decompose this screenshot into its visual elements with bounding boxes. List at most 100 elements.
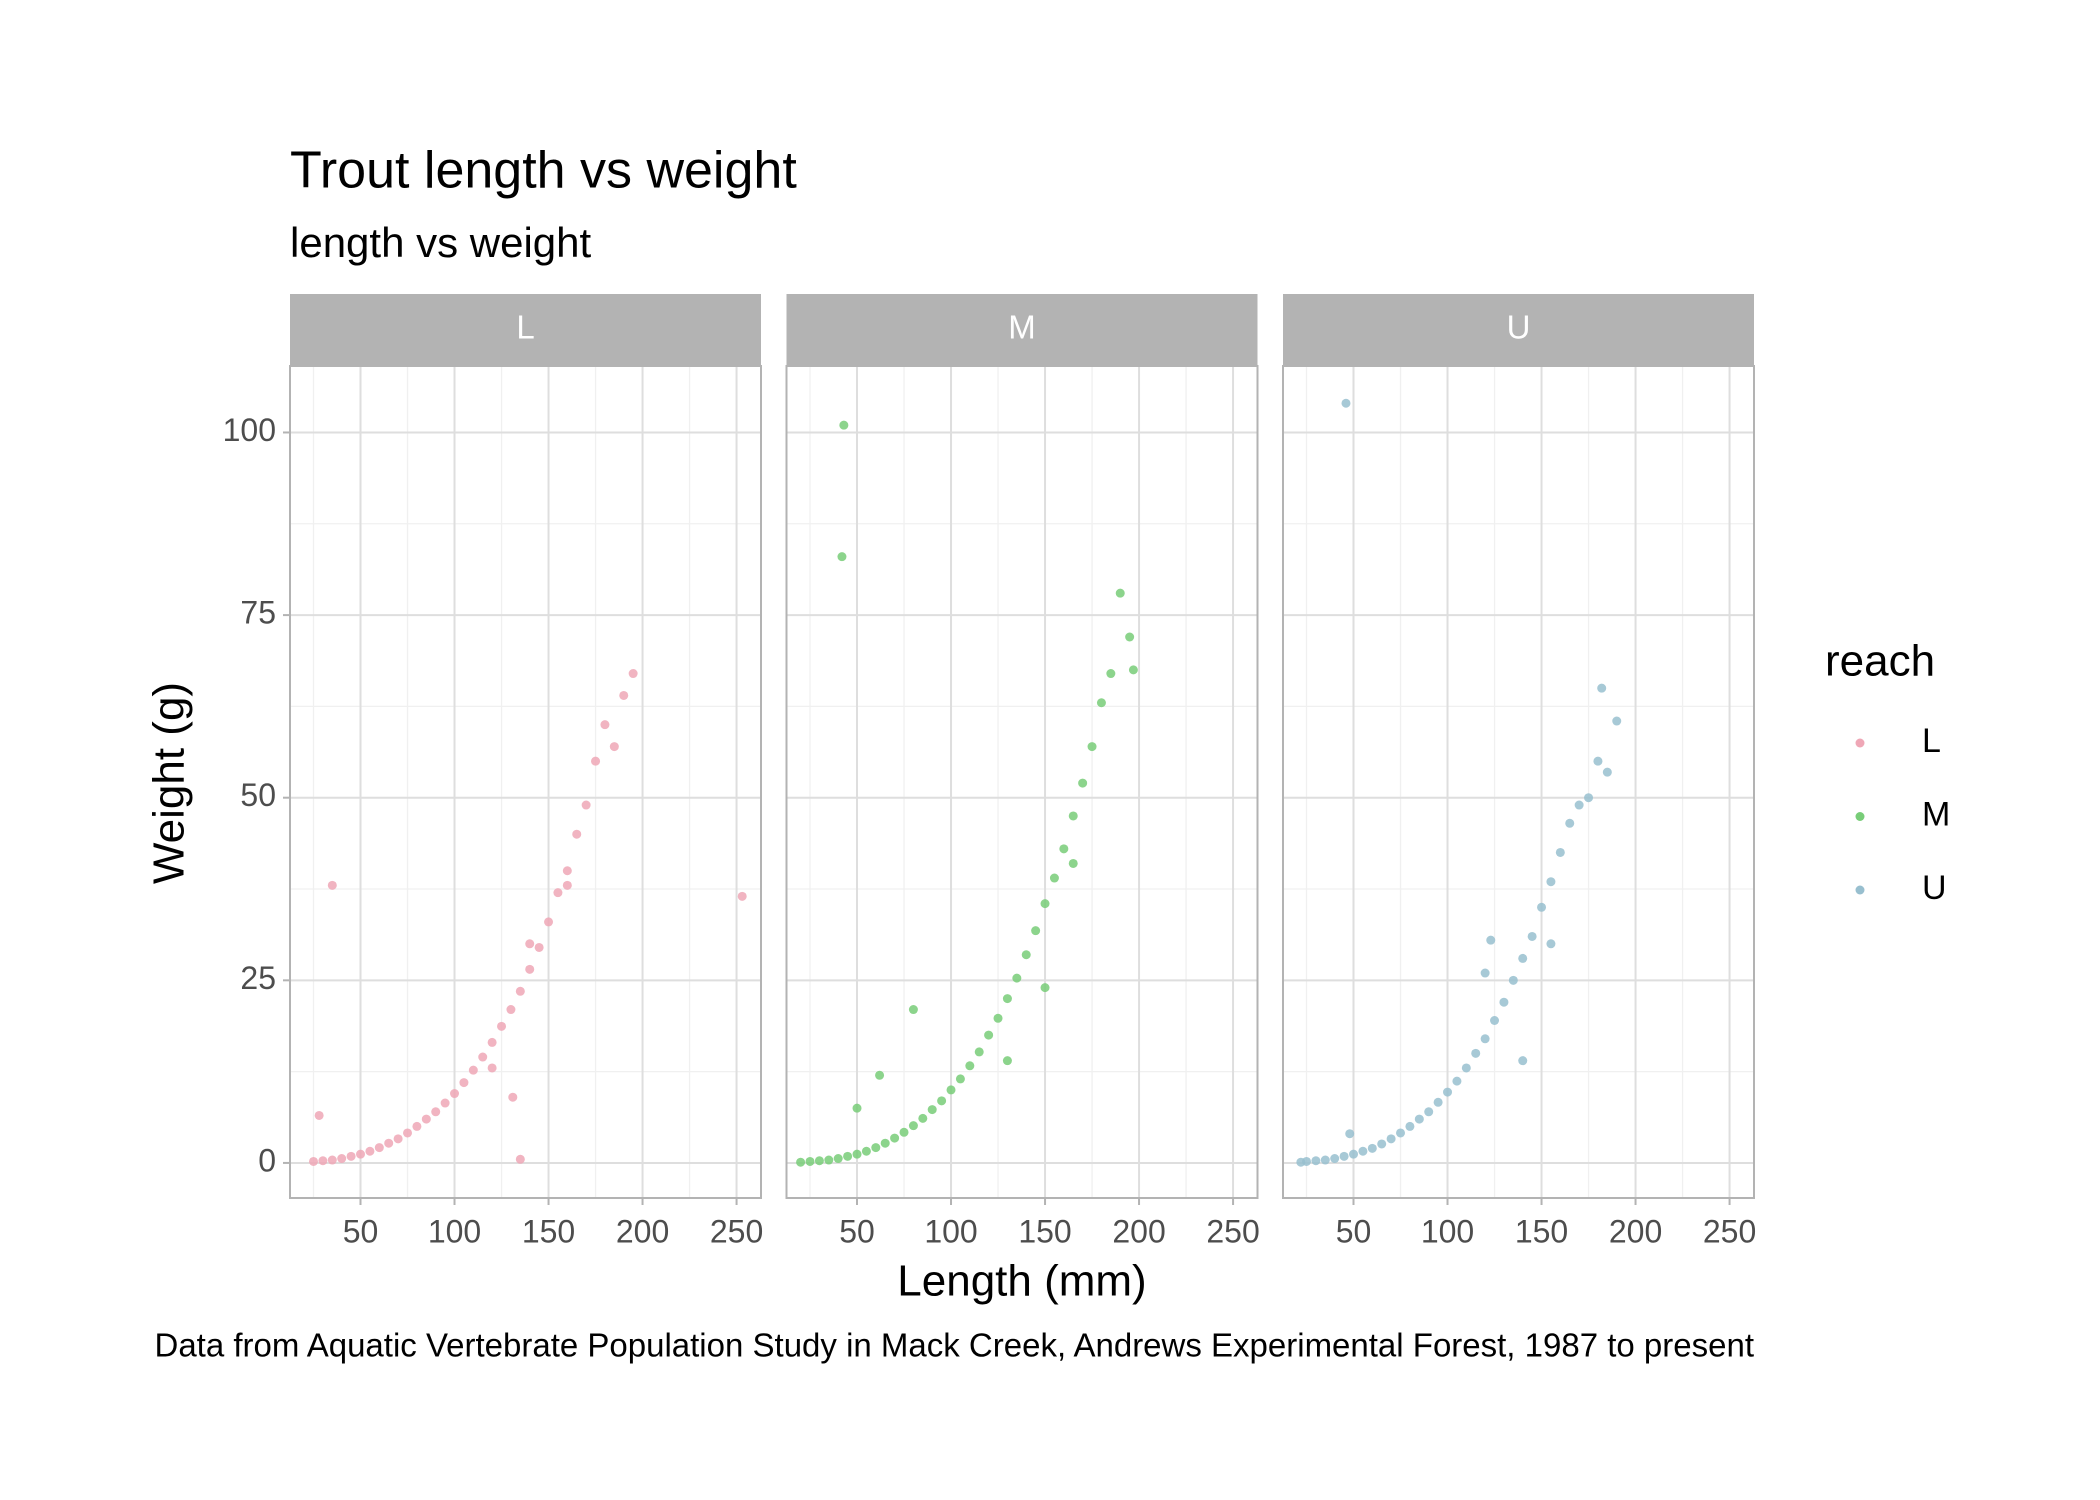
point xyxy=(412,1121,422,1131)
point xyxy=(1433,1097,1443,1107)
point xyxy=(908,1121,918,1131)
point xyxy=(1125,632,1135,642)
x-tick-label: 100 xyxy=(1421,1213,1474,1249)
facet-label: U xyxy=(1507,309,1531,346)
point xyxy=(918,1113,928,1123)
point xyxy=(1593,756,1603,766)
point xyxy=(1106,669,1116,679)
point xyxy=(1405,1121,1415,1131)
point xyxy=(506,1005,516,1015)
point xyxy=(384,1138,394,1148)
point xyxy=(1452,1076,1462,1086)
point xyxy=(487,1037,497,1047)
point xyxy=(421,1114,431,1124)
point xyxy=(508,1092,518,1102)
point xyxy=(1068,811,1078,821)
point xyxy=(1049,873,1059,883)
facet-label: L xyxy=(516,309,534,346)
point xyxy=(955,1074,965,1084)
point xyxy=(1480,968,1490,978)
point xyxy=(581,800,591,810)
x-tick-label: 50 xyxy=(839,1213,875,1249)
point xyxy=(1349,1149,1359,1159)
point xyxy=(1345,1129,1355,1139)
point xyxy=(609,742,619,752)
point xyxy=(1565,818,1575,828)
point xyxy=(1414,1114,1424,1124)
point xyxy=(852,1149,862,1159)
point xyxy=(1377,1139,1387,1149)
point xyxy=(814,1156,824,1166)
point xyxy=(1367,1143,1377,1153)
point xyxy=(393,1134,403,1144)
point xyxy=(346,1151,356,1161)
point xyxy=(984,1030,994,1040)
x-tick-label: 150 xyxy=(522,1213,575,1249)
point xyxy=(1021,950,1031,960)
point xyxy=(1311,1156,1321,1166)
point xyxy=(525,939,535,949)
point xyxy=(562,866,572,876)
point xyxy=(1486,935,1496,945)
point xyxy=(974,1047,984,1057)
point xyxy=(1087,742,1097,752)
x-tick-label: 50 xyxy=(343,1213,379,1249)
legend-title: reach xyxy=(1825,637,1935,686)
x-tick-label: 250 xyxy=(710,1213,763,1249)
point xyxy=(805,1156,815,1166)
point xyxy=(431,1107,441,1117)
point xyxy=(356,1149,366,1159)
point xyxy=(1358,1146,1368,1156)
point xyxy=(403,1128,413,1138)
point xyxy=(839,420,849,430)
point xyxy=(1320,1155,1330,1165)
point xyxy=(1490,1015,1500,1025)
y-tick-label: 0 xyxy=(258,1142,276,1178)
legend-marker xyxy=(1855,738,1865,748)
point xyxy=(309,1156,319,1166)
facet-panel: 50 100 150 200 250 0 25 50 75 100 L L xyxy=(223,294,1941,1249)
point xyxy=(1031,926,1041,936)
point xyxy=(1499,997,1509,1007)
panel-background xyxy=(290,366,761,1198)
point xyxy=(965,1061,975,1071)
point xyxy=(937,1096,947,1106)
point xyxy=(1040,899,1050,909)
point xyxy=(1002,994,1012,1004)
y-tick-label: 50 xyxy=(240,777,276,813)
panel-background xyxy=(786,366,1258,1198)
caption: Data from Aquatic Vertebrate Population … xyxy=(154,1327,1754,1364)
facet-label: M xyxy=(1008,309,1036,346)
x-tick-label: 200 xyxy=(616,1213,669,1249)
point xyxy=(628,669,638,679)
point xyxy=(837,552,847,562)
facet-panel: 50 100 150 200 250 U U xyxy=(1282,294,1947,1249)
point xyxy=(515,1154,525,1164)
legend-marker xyxy=(1855,812,1865,821)
point xyxy=(861,1146,871,1156)
x-tick-label: 100 xyxy=(428,1213,481,1249)
point xyxy=(1302,1156,1312,1166)
point xyxy=(1555,847,1565,857)
facet-panel: 50 100 150 200 250 M M xyxy=(785,294,1950,1249)
point xyxy=(534,942,544,952)
y-tick-label: 100 xyxy=(223,412,276,448)
y-axis-label: Weight (g) xyxy=(145,682,194,884)
point xyxy=(1471,1048,1481,1058)
point xyxy=(796,1157,806,1167)
point xyxy=(1584,793,1594,803)
point xyxy=(515,986,525,996)
point xyxy=(327,880,337,890)
point xyxy=(1518,953,1528,963)
point xyxy=(459,1078,469,1088)
point xyxy=(1602,767,1612,777)
point xyxy=(824,1155,834,1165)
point xyxy=(314,1110,324,1120)
point xyxy=(1078,778,1088,788)
x-tick-label: 150 xyxy=(1515,1213,1568,1249)
point xyxy=(1518,1056,1528,1066)
point xyxy=(327,1155,337,1165)
point xyxy=(833,1154,843,1164)
point xyxy=(440,1098,450,1108)
